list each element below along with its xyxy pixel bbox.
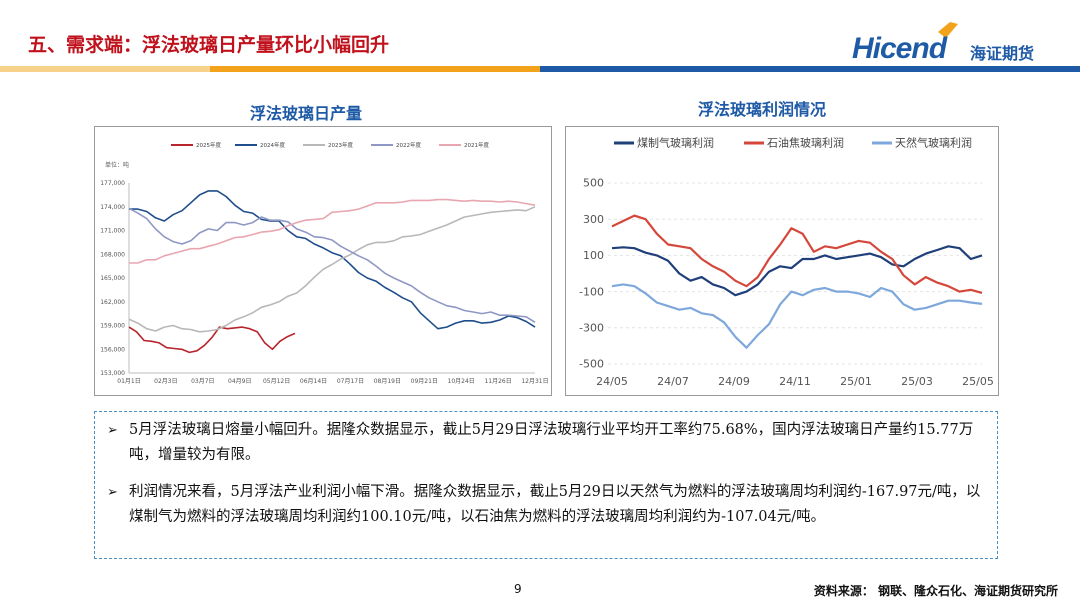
x-tick-label: 24/11 xyxy=(779,375,811,388)
x-tick-label: 02月3日 xyxy=(154,378,177,385)
bullet-item-profit: ➢ 利润情况来看，5月浮法产业利润小幅下滑。据隆众数据显示，截止5月29日以天然… xyxy=(107,480,983,530)
y-tick-label: -500 xyxy=(579,358,604,371)
y-tick-label: 177,000 xyxy=(100,180,125,187)
legend-label: 2024年度 xyxy=(260,141,285,149)
x-tick-label: 12月31日 xyxy=(521,378,548,385)
y-tick-label: 159,000 xyxy=(100,323,125,330)
x-tick-label: 25/05 xyxy=(962,375,994,388)
y-tick-label: 500 xyxy=(583,177,604,190)
header-band-orange xyxy=(210,66,540,72)
y-tick-label: 153,000 xyxy=(100,370,125,377)
logo-brand: Hicend xyxy=(852,32,947,65)
bullet-text: 5月浮法玻璃日熔量小幅回升。据隆众数据显示，截止5月29日浮法玻璃行业平均开工率… xyxy=(129,422,974,463)
legend-label: 2021年度 xyxy=(464,141,489,149)
source-note: 资料来源： 钢联、隆众石化、海证期货研究所 xyxy=(813,584,1058,598)
x-tick-label: 06月14日 xyxy=(300,378,327,385)
x-tick-label: 04月9日 xyxy=(228,378,251,385)
page-title: 五、需求端：浮法玻璃日产量环比小幅回升 xyxy=(28,34,390,56)
left-chart-panel: 单位：吨 177,000 174,000 171,000 168,000 165,000 1… xyxy=(94,126,552,396)
header-band-blue xyxy=(540,66,1080,72)
y-tick-label: -300 xyxy=(579,321,604,334)
y-tick-label: 162,000 xyxy=(100,299,125,306)
series-line xyxy=(129,190,536,330)
x-tick-label: 08月19日 xyxy=(374,378,401,385)
series-line xyxy=(611,214,983,294)
y-tick-label: -100 xyxy=(579,285,604,298)
x-tick-label: 05月12日 xyxy=(263,378,290,385)
x-tick-label: 25/01 xyxy=(840,375,872,388)
right-chart-title: 浮法玻璃利润情况 xyxy=(698,100,827,119)
y-tick-label: 165,000 xyxy=(100,275,125,282)
legend-label: 2025年度 xyxy=(196,141,221,149)
bullet-text: 利润情况来看，5月浮法产业利润小幅下滑。据隆众数据显示，截止5月29日以天然气为… xyxy=(129,484,981,525)
series-line xyxy=(611,283,983,349)
unit-label: 单位：吨 xyxy=(105,161,129,169)
hicend-logo: Hicend 海证期货 xyxy=(852,18,1062,68)
header-band-left xyxy=(0,66,210,72)
y-tick-label: 100 xyxy=(583,249,604,262)
page-number: 9 xyxy=(514,582,522,596)
arrow-bullet-icon: ➢ xyxy=(107,485,118,500)
x-tick-label: 25/03 xyxy=(901,375,933,388)
y-tick-label: 156,000 xyxy=(100,346,125,353)
daily-output-chart: 单位：吨 177,000 174,000 171,000 168,000 165,000 1… xyxy=(100,141,548,385)
y-tick-label: 174,000 xyxy=(100,204,125,211)
x-tick-label: 24/07 xyxy=(657,375,689,388)
y-tick-label: 168,000 xyxy=(100,251,125,258)
summary-box: ➢ 5月浮法玻璃日熔量小幅回升。据隆众数据显示，截止5月29日浮法玻璃行业平均开… xyxy=(94,411,998,559)
series-line xyxy=(129,198,536,264)
profit-chart: 500 300 100 -100 -300 -500 24/05 24/07 24/09 24/1… xyxy=(579,136,994,388)
x-tick-label: 03月7日 xyxy=(191,378,214,385)
y-tick-label: 171,000 xyxy=(100,228,125,235)
x-tick-label: 24/09 xyxy=(718,375,750,388)
legend-label: 煤制气玻璃利润 xyxy=(637,136,714,150)
logo-mark-icon xyxy=(938,22,958,38)
series-line xyxy=(128,206,536,333)
logo-cn-text: 海证期货 xyxy=(970,44,1035,63)
series-line xyxy=(128,207,536,323)
left-chart-title: 浮法玻璃日产量 xyxy=(250,104,363,123)
x-tick-label: 01月1日 xyxy=(117,378,140,385)
series-line xyxy=(128,326,296,354)
arrow-bullet-icon: ➢ xyxy=(107,423,118,438)
legend-label: 2022年度 xyxy=(396,141,421,149)
right-chart-panel: 500 300 100 -100 -300 -500 24/05 24/07 24/09 24/1… xyxy=(565,126,999,396)
x-tick-label: 09月21日 xyxy=(411,378,438,385)
x-tick-label: 07月17日 xyxy=(337,378,364,385)
x-tick-label: 24/05 xyxy=(596,375,628,388)
legend-label: 石油焦玻璃利润 xyxy=(767,136,844,150)
x-tick-label: 11月26日 xyxy=(484,378,511,385)
y-tick-label: 300 xyxy=(583,213,604,226)
legend-label: 天然气玻璃利润 xyxy=(895,136,972,150)
x-tick-label: 10月24日 xyxy=(448,378,475,385)
series-line xyxy=(611,245,983,297)
legend-label: 2023年度 xyxy=(328,141,353,149)
bullet-item-output: ➢ 5月浮法玻璃日熔量小幅回升。据隆众数据显示，截止5月29日浮法玻璃行业平均开… xyxy=(107,418,983,468)
